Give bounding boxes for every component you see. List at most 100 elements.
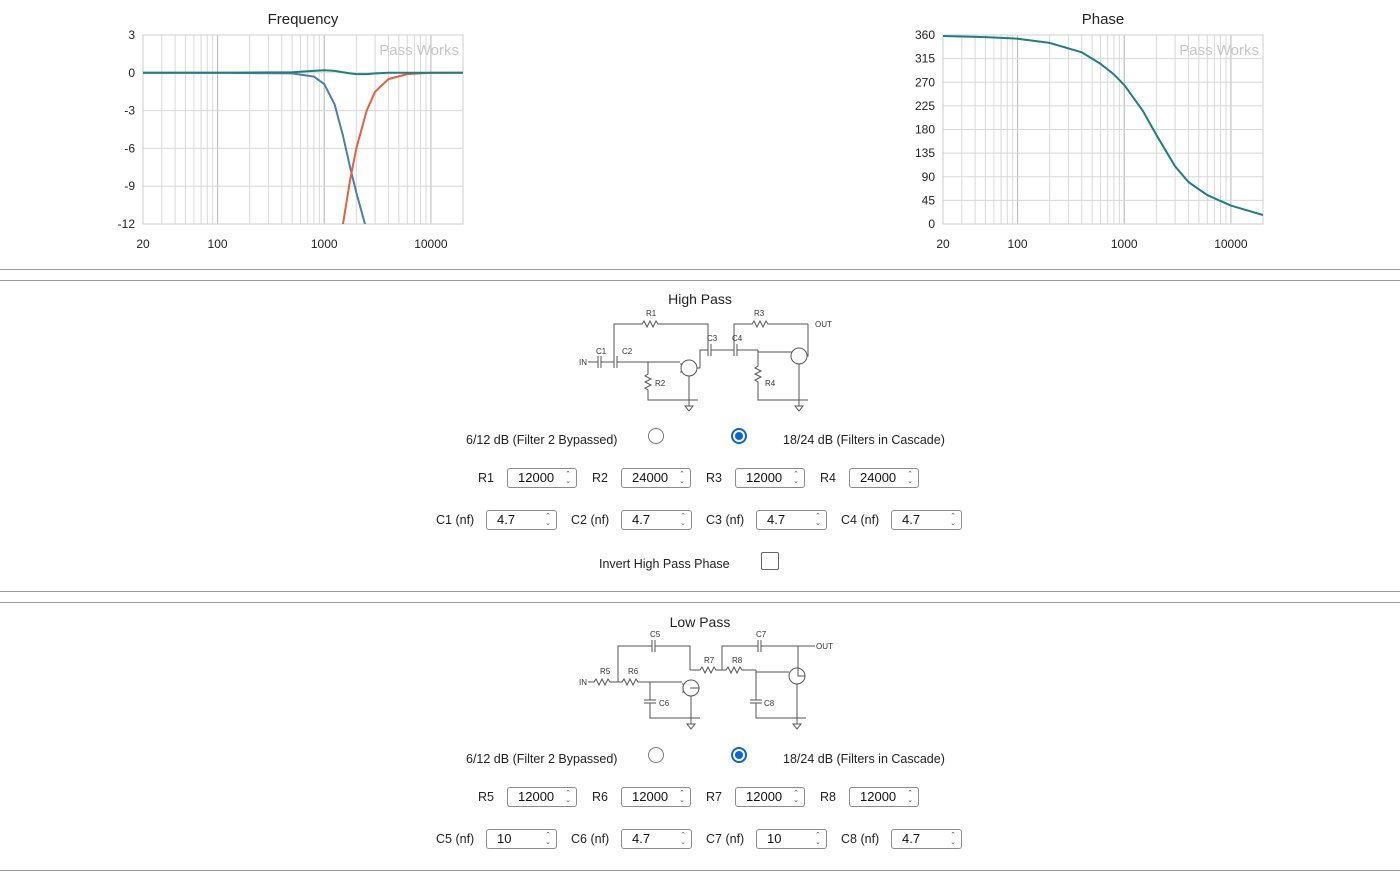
c8-label: C8 (764, 699, 775, 708)
divider (0, 269, 1400, 270)
c8-input-label: C8 (nf) (841, 832, 880, 846)
spinner-icon[interactable]: ⌃ ⌄ (680, 832, 686, 846)
invert-phase-label: Invert High Pass Phase (599, 557, 730, 571)
r6-value: 12000 (632, 789, 669, 804)
spinner-icon[interactable]: ⌃ ⌄ (950, 513, 956, 527)
r4-input[interactable]: 24000 ⌃ ⌄ (849, 468, 919, 488)
c2-label: C2 (622, 347, 633, 356)
plot-frame (942, 34, 1264, 225)
c6-label: C6 (659, 699, 670, 708)
plot-frame (142, 34, 464, 225)
r1-input-label: R1 (478, 471, 494, 485)
r4-label: R4 (765, 379, 776, 388)
c5-input[interactable]: 10 ⌃ ⌄ (486, 829, 557, 849)
c5-label: C5 (650, 630, 661, 639)
lp-mode-b-label: 18/24 dB (Filters in Cascade) (783, 752, 945, 766)
c5-value: 10 (497, 831, 512, 846)
lp-mode-a-radio[interactable] (648, 747, 664, 763)
r3-input[interactable]: 12000 ⌃ ⌄ (735, 468, 805, 488)
hp-mode-a-label: 6/12 dB (Filter 2 Bypassed) (466, 433, 618, 447)
low-pass-schematic: IN R5 R6 C5 C6 R7 R8 C7 C8 OUT (579, 630, 833, 730)
y-tick-label: -9 (124, 179, 135, 193)
spinner-icon[interactable]: ⌃ ⌄ (680, 513, 686, 527)
hp-mode-a-radio[interactable] (648, 428, 664, 444)
c4-value: 4.7 (902, 512, 921, 527)
c8-value: 4.7 (902, 831, 921, 846)
r1-input[interactable]: 12000 ⌃ ⌄ (507, 468, 577, 488)
divider (0, 602, 1400, 603)
hp-mode-b-radio[interactable] (731, 428, 747, 444)
r8-input-label: R8 (820, 790, 836, 804)
c2-input[interactable]: 4.7 ⌃ ⌄ (621, 510, 692, 530)
r5-value: 12000 (518, 789, 555, 804)
c6-input-label: C6 (nf) (571, 832, 610, 846)
c7-input[interactable]: 10 ⌃ ⌄ (756, 829, 827, 849)
invert-phase-checkbox[interactable] (761, 552, 779, 570)
c1-value: 4.7 (497, 512, 516, 527)
y-tick-label: -3 (124, 104, 135, 118)
y-tick-label: 0 (928, 217, 935, 231)
y-tick-label: 270 (915, 75, 935, 89)
c3-input[interactable]: 4.7 ⌃ ⌄ (756, 510, 827, 530)
spinner-icon[interactable]: ⌃ ⌄ (907, 471, 913, 485)
r2-label: R2 (655, 379, 666, 388)
spinner-icon[interactable]: ⌃ ⌄ (793, 471, 799, 485)
c3-value: 4.7 (767, 512, 786, 527)
hp-mode-b-label: 18/24 dB (Filters in Cascade) (783, 433, 945, 447)
chart-title: Frequency (268, 11, 339, 28)
watermark: Pass Works (1179, 42, 1259, 59)
r8-input[interactable]: 12000 ⌃ ⌄ (849, 787, 919, 807)
divider (0, 591, 1400, 592)
spinner-icon[interactable]: ⌃ ⌄ (815, 513, 821, 527)
spinner-icon[interactable]: ⌃ ⌄ (565, 790, 571, 804)
r6-label: R6 (628, 667, 639, 676)
spinner-icon[interactable]: ⌃ ⌄ (793, 790, 799, 804)
spinner-icon[interactable]: ⌃ ⌄ (815, 832, 821, 846)
y-tick-label: 0 (128, 66, 135, 80)
c6-input[interactable]: 4.7 ⌃ ⌄ (621, 829, 692, 849)
c5-input-label: C5 (nf) (436, 832, 475, 846)
in-label: IN (579, 358, 587, 367)
x-tick-label: 100 (208, 237, 228, 251)
c1-label: C1 (596, 347, 607, 356)
y-tick-label: 90 (922, 170, 936, 184)
r5-input[interactable]: 12000 ⌃ ⌄ (507, 787, 577, 807)
c7-value: 10 (767, 831, 782, 846)
spinner-icon[interactable]: ⌃ ⌄ (679, 790, 685, 804)
spinner-icon[interactable]: ⌃ ⌄ (545, 832, 551, 846)
r7-input[interactable]: 12000 ⌃ ⌄ (735, 787, 805, 807)
r4-value: 24000 (860, 470, 897, 485)
chart-title: Phase (1082, 11, 1125, 28)
c4-input[interactable]: 4.7 ⌃ ⌄ (891, 510, 962, 530)
x-tick-label: 20 (936, 237, 950, 251)
r6-input-label: R6 (592, 790, 608, 804)
r3-value: 12000 (746, 470, 783, 485)
spinner-icon[interactable]: ⌃ ⌄ (907, 790, 913, 804)
c2-value: 4.7 (632, 512, 651, 527)
y-tick-label: 3 (128, 28, 135, 42)
r1-label: R1 (646, 309, 657, 318)
r1-value: 12000 (518, 470, 555, 485)
c1-input[interactable]: 4.7 ⌃ ⌄ (486, 510, 557, 530)
c6-value: 4.7 (632, 831, 651, 846)
spinner-icon[interactable]: ⌃ ⌄ (950, 832, 956, 846)
r7-value: 12000 (746, 789, 783, 804)
y-tick-label: -12 (118, 217, 136, 231)
r5-label: R5 (600, 667, 611, 676)
r6-input[interactable]: 12000 ⌃ ⌄ (621, 787, 691, 807)
y-tick-label: 360 (915, 28, 935, 42)
y-tick-label: 135 (915, 146, 935, 160)
high-pass-schematic: IN C1 C2 R1 R2 C3 C4 R3 R4 OUT (579, 309, 832, 412)
lp-mode-b-radio[interactable] (731, 747, 747, 763)
r2-input[interactable]: 24000 ⌃ ⌄ (621, 468, 691, 488)
c4-input-label: C4 (nf) (841, 513, 880, 527)
c4-label: C4 (732, 334, 743, 343)
r3-label: R3 (754, 309, 765, 318)
r3-input-label: R3 (706, 471, 722, 485)
c8-input[interactable]: 4.7 ⌃ ⌄ (891, 829, 962, 849)
series-line (943, 35, 1263, 217)
spinner-icon[interactable]: ⌃ ⌄ (679, 471, 685, 485)
spinner-icon[interactable]: ⌃ ⌄ (565, 471, 571, 485)
r2-input-label: R2 (592, 471, 608, 485)
spinner-icon[interactable]: ⌃ ⌄ (545, 513, 551, 527)
